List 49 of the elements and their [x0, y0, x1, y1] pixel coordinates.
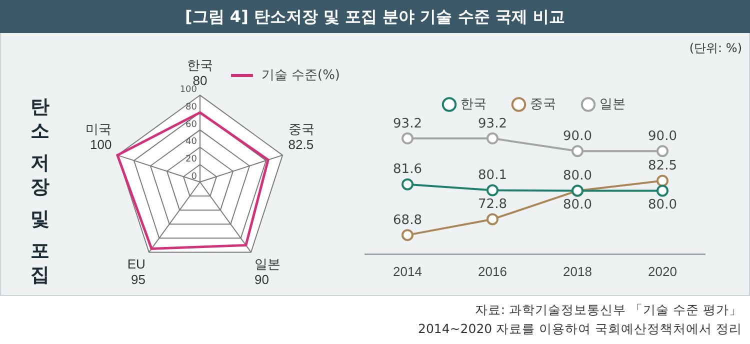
- data-label: 82.5: [648, 158, 677, 174]
- legend-label: 한국: [460, 96, 486, 112]
- data-label: 80.0: [648, 198, 677, 213]
- data-label: 68.8: [393, 212, 422, 228]
- data-label: 90.0: [648, 128, 677, 144]
- y-tick-label: 100: [180, 85, 198, 96]
- text: 탄소 저장 및 포집: [30, 95, 50, 287]
- point: [486, 132, 498, 144]
- data-label: 80.1: [478, 168, 507, 184]
- text: [그림 4] 탄소저장 및 포집 분야 기술 수준 국제 비교: [0, 0, 750, 33]
- data-label: 82.5: [288, 137, 314, 152]
- point: [656, 174, 668, 187]
- data-label: 80.0: [563, 168, 592, 184]
- point: [402, 229, 414, 242]
- data-label: 90: [254, 272, 270, 288]
- point: [402, 178, 414, 190]
- point: [656, 184, 668, 197]
- spoke-label: EU: [127, 256, 146, 272]
- data-label: 93.2: [478, 116, 507, 132]
- data-label: 100: [90, 137, 112, 152]
- legend-label: 중국: [530, 96, 556, 112]
- text: 자료: 과학기술정보통신부 「기술 수준 평가」 2014~2020 자료를 이용하여 국회예산정책처에서 정리: [417, 301, 742, 338]
- point: [486, 213, 498, 226]
- x-tick-label: 2020: [648, 264, 677, 279]
- spoke-label: 일본: [254, 256, 281, 272]
- data-label: 93.2: [393, 116, 422, 132]
- x-tick-label: 2014: [393, 264, 422, 279]
- spoke-label: 한국: [187, 57, 213, 72]
- legend-label: 일본: [599, 96, 626, 112]
- x-tick-label: 2018: [563, 264, 592, 279]
- data-label: 72.8: [478, 197, 507, 212]
- point: [656, 145, 668, 158]
- data-label: 90.0: [563, 128, 592, 144]
- y-tick-label: 60: [186, 120, 198, 130]
- x-tick-label: 2016: [478, 264, 507, 279]
- text: (단위: %): [689, 40, 742, 57]
- y-tick-label: 40: [186, 137, 198, 148]
- spoke-label: 중국: [288, 122, 314, 136]
- legend-label: 기술 수준(%): [260, 67, 340, 84]
- data-label: 81.6: [393, 162, 422, 178]
- spoke-label: 미국: [86, 122, 112, 136]
- y-tick-label: 0: [191, 172, 198, 182]
- data-label: 95: [130, 272, 146, 288]
- y-tick-label: 20: [186, 154, 198, 164]
- data-label: 80.0: [563, 198, 592, 213]
- point: [486, 184, 498, 196]
- y-tick-label: 80: [186, 102, 198, 112]
- point: [402, 132, 414, 144]
- point: [572, 145, 584, 158]
